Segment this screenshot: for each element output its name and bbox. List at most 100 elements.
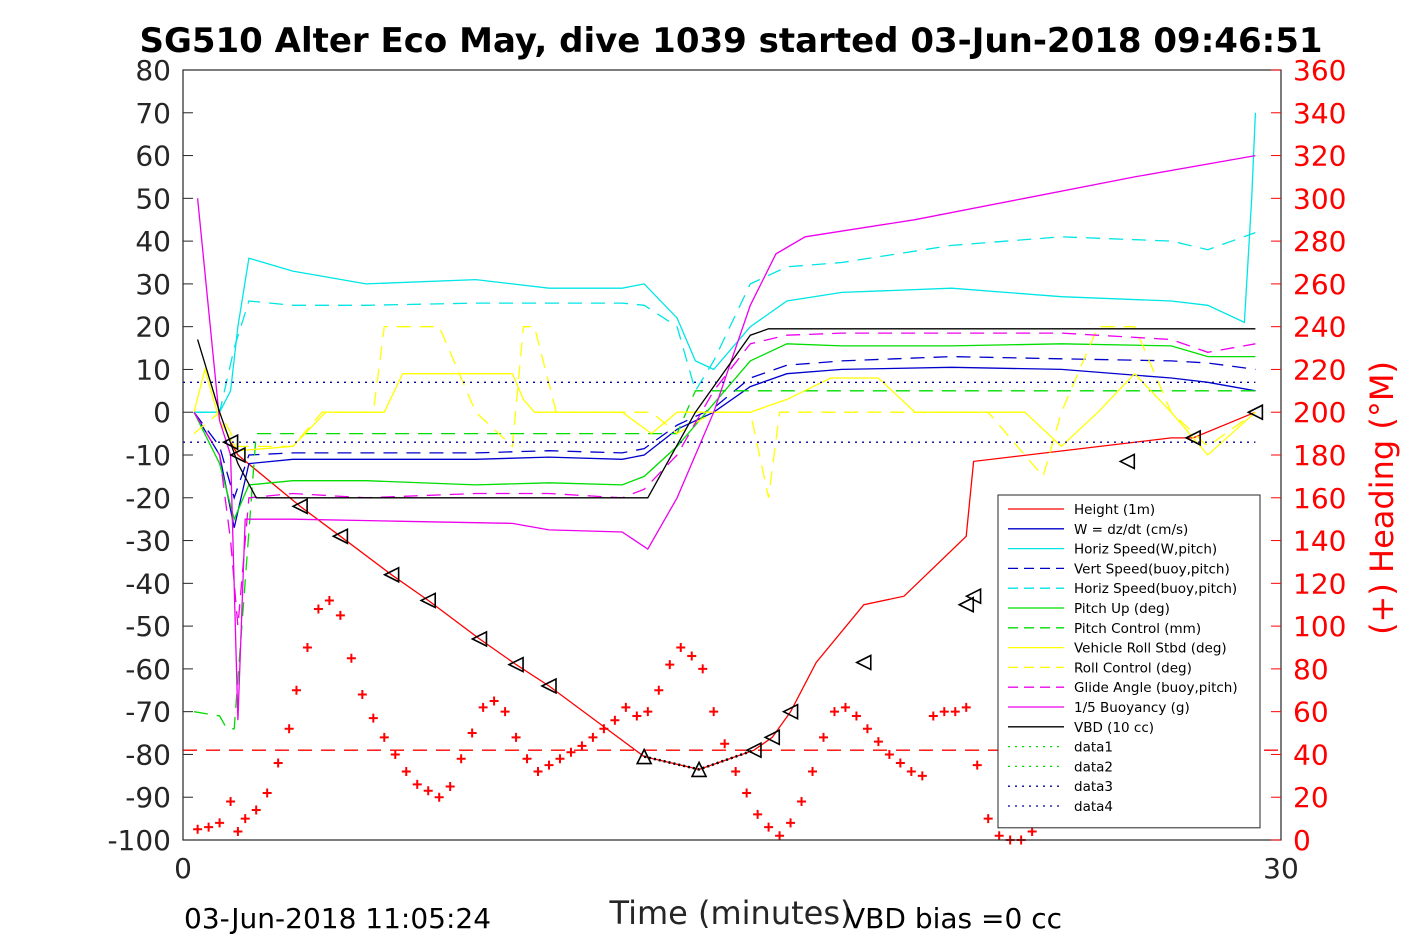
y-tick-label: 0 — [153, 396, 171, 429]
y-tick-label: -10 — [125, 439, 171, 472]
heading-point — [862, 724, 872, 734]
heading-point — [533, 767, 543, 777]
footer-vbd-bias: VBD bias =0 cc — [846, 902, 1062, 935]
heading-point — [478, 702, 488, 712]
heading-point — [346, 653, 356, 663]
heading-point — [621, 702, 631, 712]
series-line — [193, 343, 1256, 522]
legend-label: Vert Speed(buoy,pitch) — [1074, 561, 1230, 577]
heading-point — [731, 767, 741, 777]
y2-tick-label: 140 — [1293, 525, 1346, 558]
heading-point — [939, 707, 949, 717]
heading-point — [302, 643, 312, 652]
heading-point — [193, 824, 203, 834]
x-tick-label: 30 — [1263, 852, 1299, 885]
heading-point — [467, 728, 477, 738]
y-tick-label: -60 — [125, 653, 171, 686]
heading-point — [240, 814, 250, 824]
depth-marker — [745, 741, 762, 759]
y-tick-label: -30 — [125, 525, 171, 558]
heading-point — [720, 739, 730, 749]
y-tick-label: -90 — [125, 781, 171, 814]
heading-point — [643, 707, 653, 717]
heading-point — [895, 758, 905, 768]
heading-point — [753, 809, 763, 819]
y2-tick-label: 220 — [1293, 353, 1346, 386]
depth-marker — [1184, 429, 1201, 447]
heading-point — [445, 782, 455, 792]
depth-marker — [1118, 453, 1136, 470]
y-tick-label: -40 — [125, 567, 171, 600]
heading-point — [291, 685, 301, 695]
series-line — [193, 355, 1256, 500]
depth-marker — [854, 654, 872, 671]
y2-tick-label: 260 — [1293, 268, 1346, 301]
heading-point — [775, 831, 785, 841]
legend-label: VBD (10 cc) — [1074, 720, 1154, 736]
legend-label: W = dz/dt (cm/s) — [1074, 522, 1188, 538]
heading-point — [961, 702, 971, 712]
heading-point — [994, 831, 1004, 841]
heading-point — [588, 732, 598, 742]
heading-point — [284, 724, 294, 734]
heading-point — [709, 707, 719, 717]
heading-point — [610, 715, 620, 725]
legend-label: data2 — [1074, 759, 1113, 775]
axes: 80706050403020100-10-20-30-40-50-60-70-8… — [107, 54, 1346, 885]
series-line — [196, 328, 1256, 499]
heading-point — [262, 788, 272, 798]
depth-marker — [781, 703, 799, 720]
heading-point — [599, 724, 609, 734]
y2-tick-label: 180 — [1293, 439, 1346, 472]
depth-marker — [540, 677, 557, 695]
y-tick-label: 30 — [135, 268, 171, 301]
heading-point — [873, 737, 883, 747]
y2-tick-label: 80 — [1293, 653, 1329, 686]
y-tick-label: -20 — [125, 482, 171, 515]
heading-point — [511, 732, 521, 742]
apogee-marker — [690, 760, 708, 778]
heading-point — [819, 732, 828, 742]
y2-tick-label: 60 — [1293, 696, 1329, 729]
depth-marker — [229, 446, 246, 464]
heading-point — [884, 749, 894, 759]
heading-point — [204, 822, 214, 832]
y-tick-label: -80 — [125, 738, 171, 771]
heading-point — [423, 786, 433, 796]
depth-marker — [221, 433, 239, 451]
heading-point — [335, 610, 345, 620]
y-tick-label: 80 — [135, 54, 171, 87]
heading-point — [840, 702, 850, 712]
y2-tick-label: 360 — [1293, 54, 1346, 87]
legend: Height (1m) W = dz/dt (cm/s) Horiz Speed(W… — [997, 494, 1261, 829]
heading-point — [906, 767, 916, 777]
y2-tick-label: 100 — [1293, 610, 1346, 643]
heading-point — [251, 805, 261, 815]
depth-marker — [507, 656, 524, 673]
heading-point — [489, 696, 499, 706]
heading-point — [566, 747, 576, 757]
heading-point — [851, 711, 861, 721]
heading-point — [390, 749, 400, 759]
y2-tick-label: 280 — [1293, 225, 1346, 258]
depth-marker — [470, 630, 488, 648]
legend-label: data3 — [1074, 779, 1113, 795]
y2-tick-label: 240 — [1293, 311, 1346, 344]
heading-point — [786, 818, 796, 828]
heading-point — [654, 685, 664, 695]
depth-marker — [382, 566, 400, 584]
heading-point — [401, 767, 411, 777]
y2-tick-label: 340 — [1293, 97, 1346, 130]
heading-point — [379, 732, 389, 742]
legend-label: data4 — [1074, 799, 1113, 815]
legend-label: Pitch Control (mm) — [1074, 621, 1201, 637]
heading-point — [632, 711, 642, 721]
heading-point — [983, 814, 993, 824]
heading-point — [665, 660, 675, 670]
legend-label: Horiz Speed(W,pitch) — [1074, 542, 1217, 558]
legend-box — [997, 494, 1261, 829]
chart-title: SG510 Alter Eco May, dive 1039 started 0… — [139, 21, 1322, 61]
heading-point — [522, 754, 532, 764]
heading-point — [324, 595, 334, 605]
